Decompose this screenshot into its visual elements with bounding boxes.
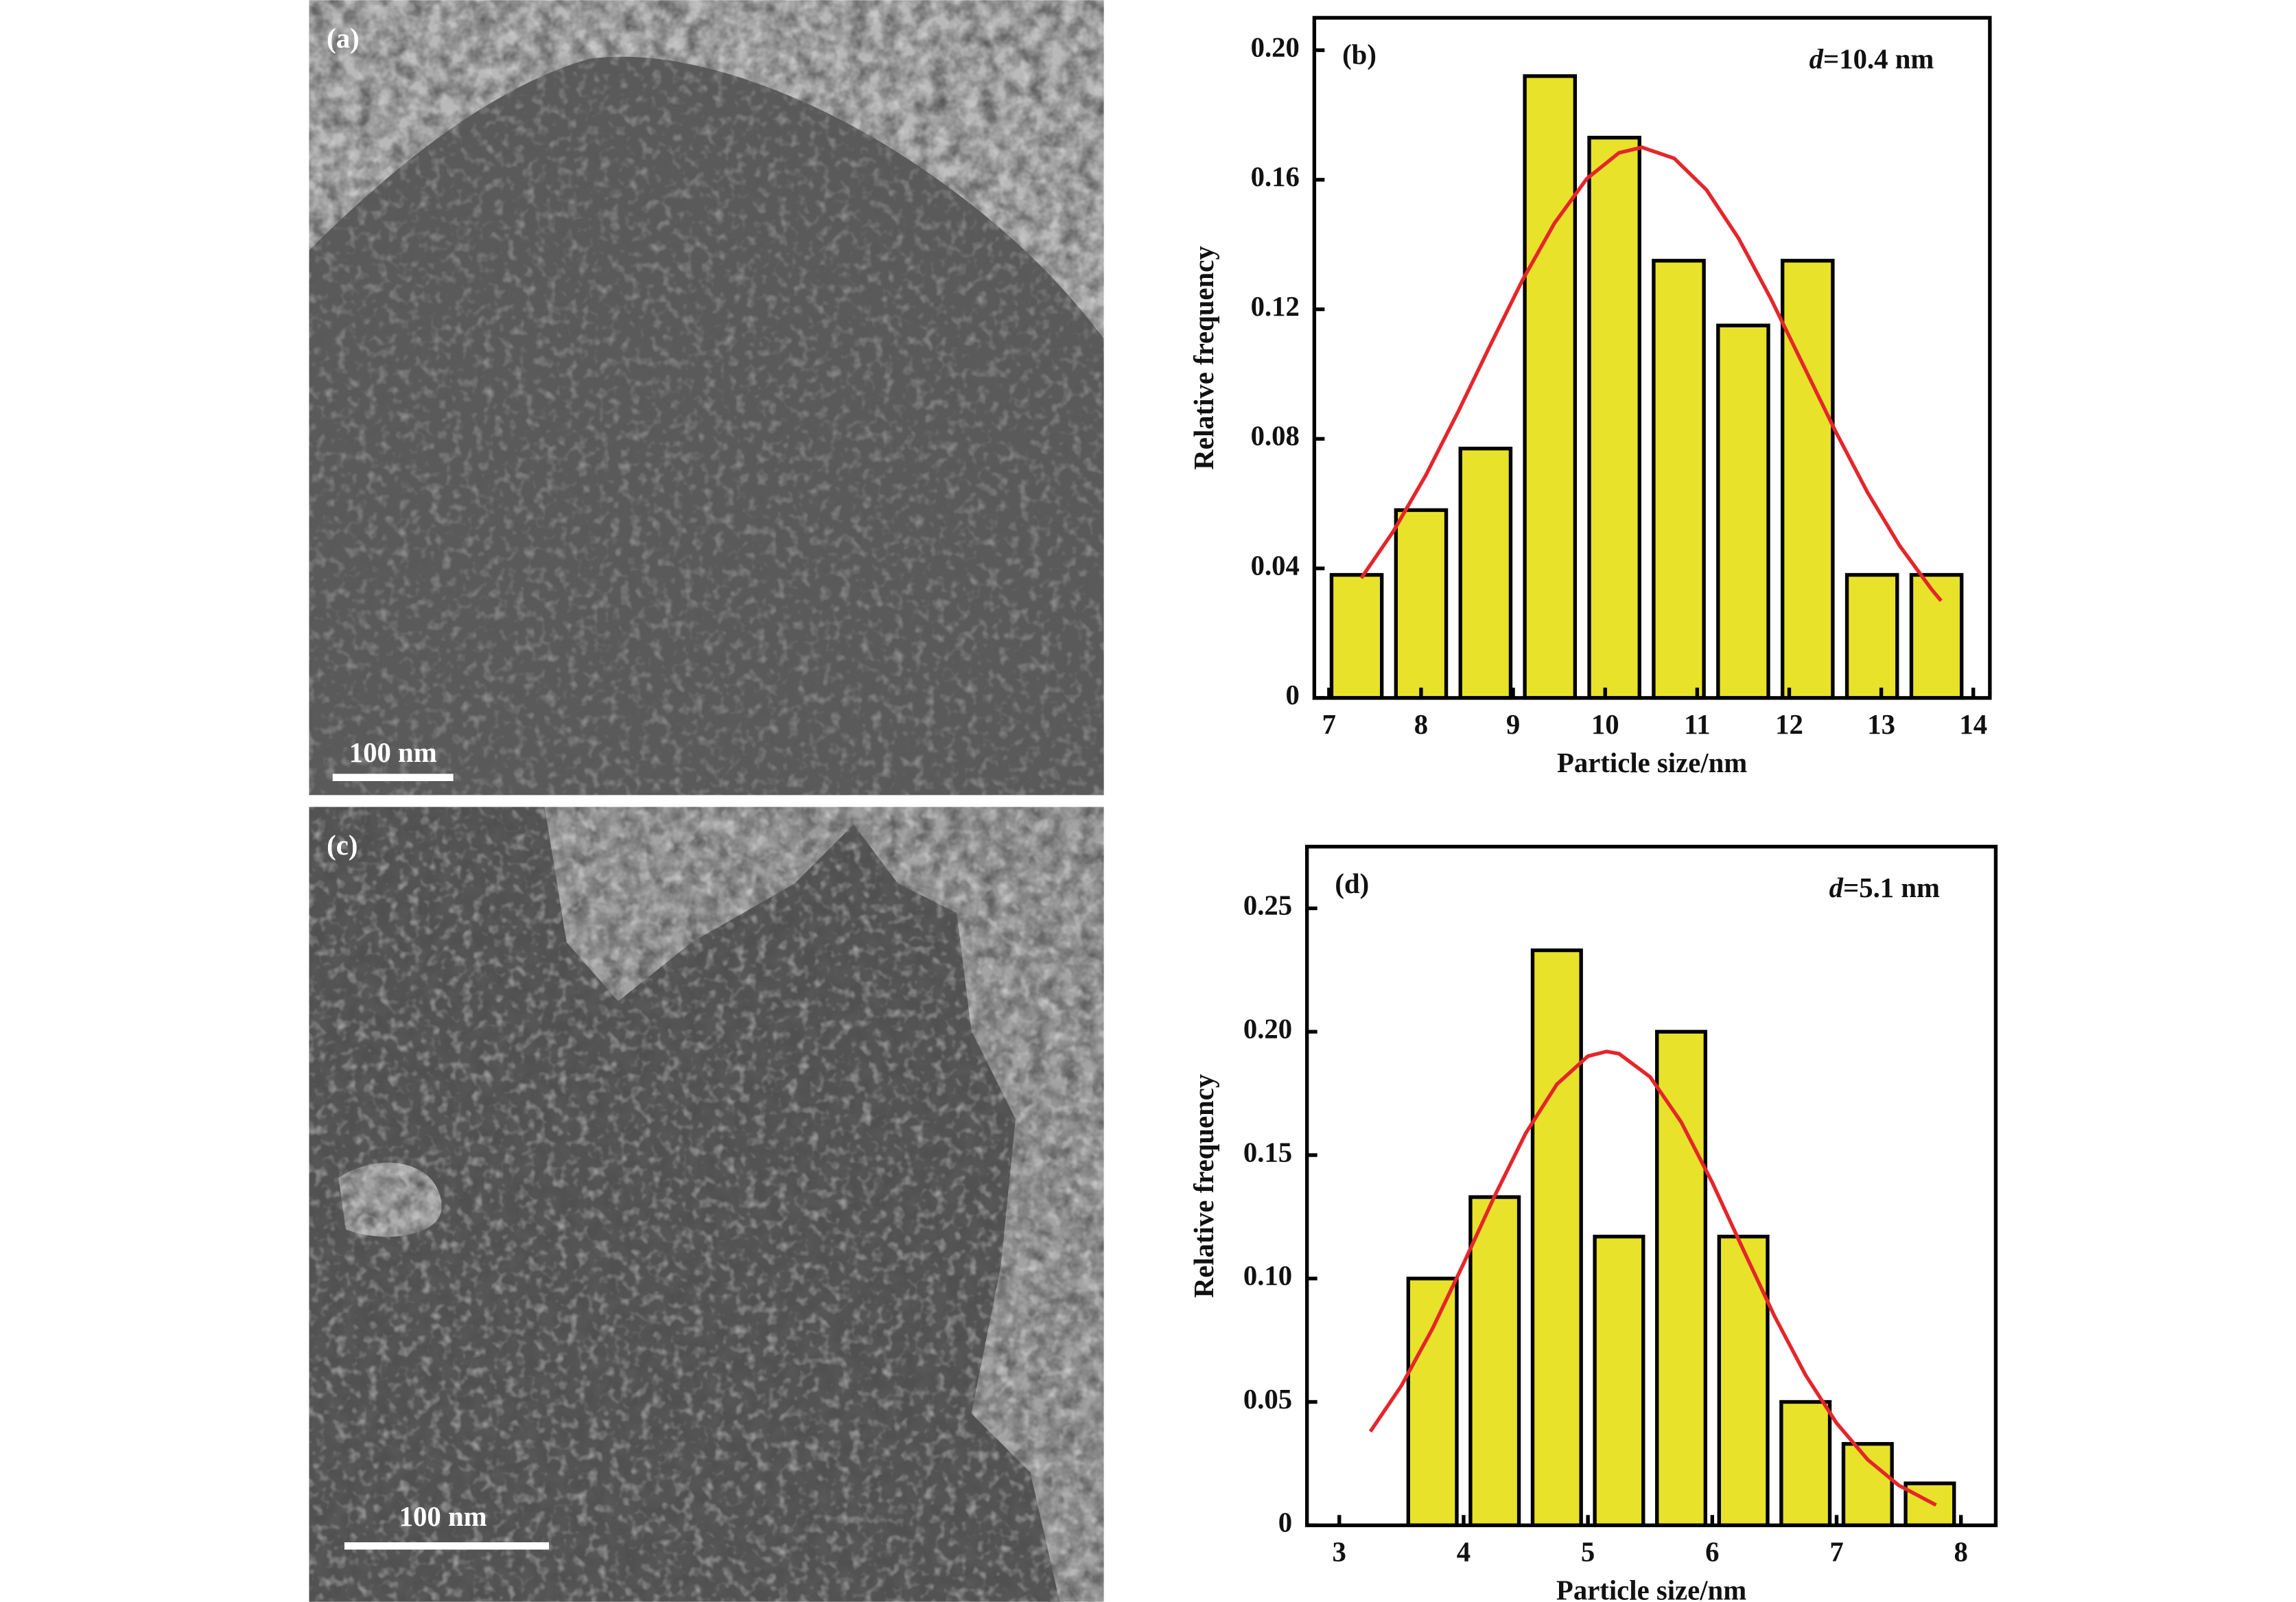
bar [1406,1277,1459,1527]
x-tick-label: 14 [1959,709,1987,740]
x-tick-label: 8 [1954,1537,1968,1568]
x-tick-label: 5 [1581,1537,1595,1568]
tem-image-c [309,806,1104,1602]
bar [1844,572,1899,700]
annotation: d=10.4 nm [1809,44,1934,75]
y-tick-label: 0.12 [1251,291,1300,322]
y-tick-label: 0.08 [1251,421,1300,452]
y-tick-label: 0.25 [1243,890,1292,921]
y-tick-label: 0 [1286,680,1300,710]
annotation-symbol: d [1809,44,1824,75]
annotation-text: =10.4 nm [1823,44,1934,75]
y-axis-label: Relative frequency [1188,1074,1219,1298]
bar [1655,1030,1708,1527]
bar [1394,508,1449,700]
x-tick-label: 12 [1775,709,1803,740]
x-tick-label: 3 [1333,1537,1346,1568]
y-axis-label: Relative frequency [1188,246,1219,469]
annotation-symbol: d [1829,872,1844,903]
plot-frame [1312,16,1992,700]
x-axis-label: Particle size/nm [1557,747,1747,778]
x-tick-label: 7 [1322,709,1336,740]
x-tick-label: 10 [1591,709,1619,740]
annotation: d=5.1 nm [1829,872,1940,903]
bar [1652,259,1706,700]
y-tick-label: 0.05 [1243,1384,1292,1415]
bar [1458,446,1513,700]
x-tick-label: 9 [1506,709,1520,740]
tem-image-a [309,0,1104,796]
bar [1530,948,1583,1527]
bar [1780,259,1835,700]
bar [1717,1234,1770,1527]
x-tick-label: 4 [1457,1537,1471,1568]
bar [1587,135,1641,700]
bar [1593,1234,1645,1527]
bar [1779,1400,1832,1527]
x-tick-label: 7 [1829,1537,1843,1568]
fit-curve [1368,1049,1937,1507]
panel-label: (b) [1342,39,1377,70]
image-label: (c) [327,830,358,861]
bar [1716,323,1770,700]
x-tick-label: 6 [1705,1537,1719,1568]
annotation-text: =5.1 nm [1843,872,1940,903]
x-tick-label: 13 [1867,709,1895,740]
y-tick-label: 0.16 [1251,161,1300,192]
y-tick-label: 0.15 [1243,1137,1292,1168]
bar [1468,1195,1521,1527]
panel-label: (d) [1335,868,1369,899]
plot-frame [1304,844,1998,1527]
bar [1523,74,1578,700]
x-tick-label: 11 [1684,709,1711,740]
bar [1841,1441,1894,1527]
y-tick-label: 0.20 [1243,1014,1292,1045]
y-tick-label: 0.04 [1251,550,1300,581]
scale-bar-label: 100 nm [399,1501,487,1532]
x-tick-label: 8 [1414,709,1428,740]
fit-curve [1359,145,1943,603]
y-tick-label: 0.20 [1251,32,1300,62]
bar [1329,572,1384,700]
bar [1903,1481,1956,1527]
y-tick-label: 0 [1278,1507,1292,1538]
image-label: (a) [327,23,360,54]
scale-bar-label: 100 nm [349,737,437,768]
x-axis-label: Particle size/nm [1556,1575,1746,1602]
y-tick-label: 0.10 [1243,1260,1292,1291]
